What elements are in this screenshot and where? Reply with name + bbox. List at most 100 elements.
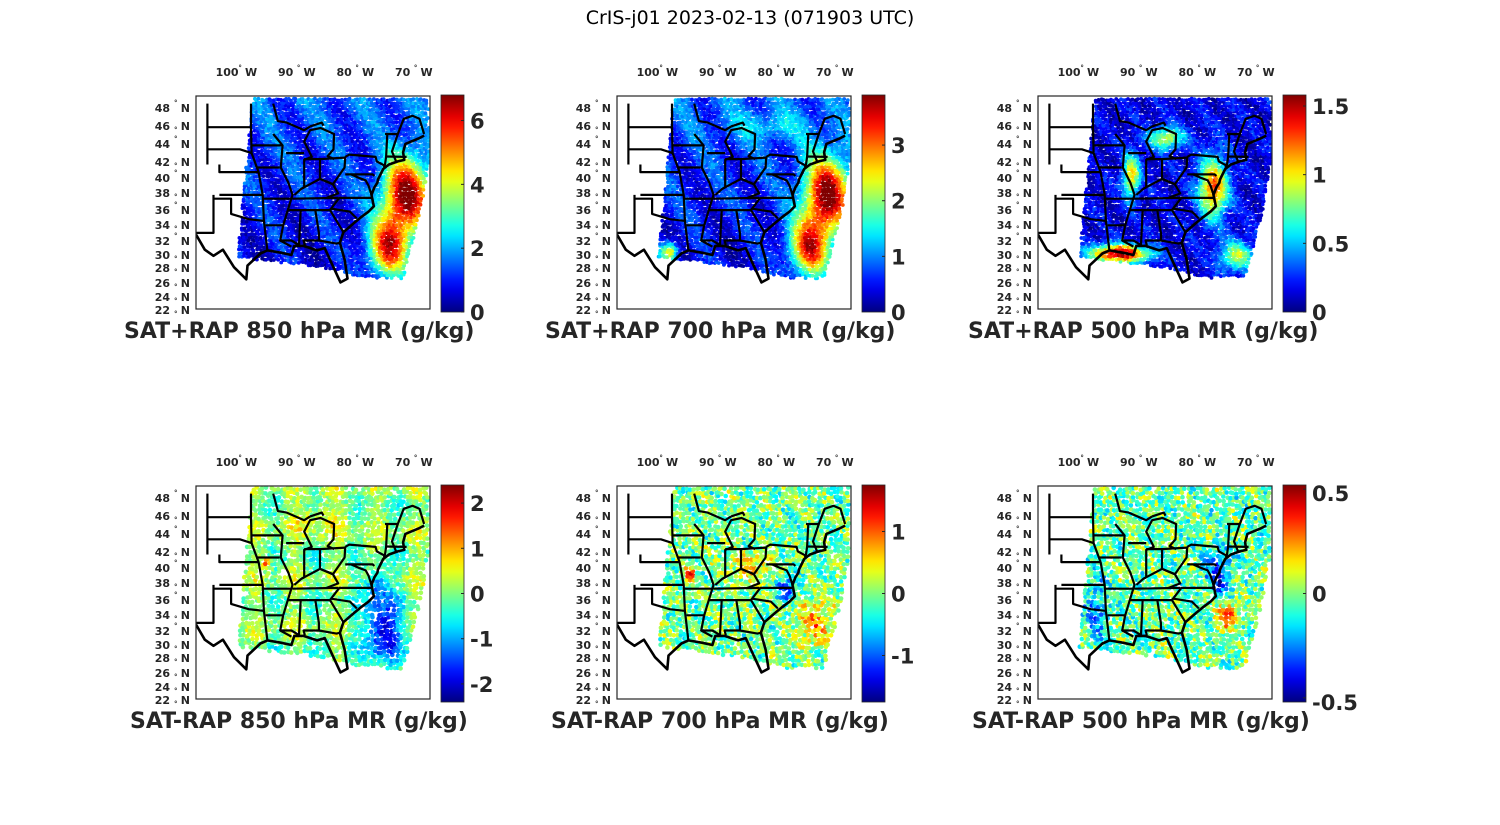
data-point	[823, 251, 828, 256]
data-point	[761, 263, 765, 268]
data-point	[362, 122, 367, 127]
data-point	[714, 232, 719, 237]
data-point	[269, 200, 273, 204]
data-point	[382, 231, 387, 236]
state-border	[303, 126, 336, 161]
data-point	[770, 258, 775, 262]
data-point	[242, 226, 247, 231]
data-point	[293, 178, 298, 182]
data-point	[741, 235, 746, 240]
data-point	[780, 241, 785, 246]
data-point	[333, 222, 338, 227]
data-point	[419, 196, 424, 201]
data-point	[369, 139, 374, 144]
data-point	[309, 107, 313, 112]
data-point	[266, 149, 271, 154]
data-point	[815, 264, 820, 269]
data-point	[808, 260, 813, 265]
data-point	[286, 248, 290, 253]
data-point	[413, 222, 418, 227]
data-point	[295, 158, 300, 163]
data-point	[786, 264, 790, 268]
data-point	[328, 116, 332, 120]
data-point	[823, 263, 828, 268]
data-point	[418, 97, 423, 101]
data-point	[822, 271, 827, 275]
data-point	[341, 216, 345, 220]
coastline	[196, 134, 425, 284]
data-point	[305, 194, 310, 199]
data-point	[362, 232, 367, 237]
data-point	[367, 238, 371, 243]
data-point	[369, 229, 374, 234]
data-point	[264, 113, 268, 118]
data-point	[382, 117, 386, 122]
data-point	[259, 148, 264, 153]
data-point	[345, 203, 349, 208]
data-point	[426, 159, 430, 163]
data-point	[242, 235, 246, 240]
data-point	[424, 98, 429, 103]
data-point	[362, 97, 366, 101]
data-point	[259, 124, 263, 128]
data-point	[350, 193, 354, 198]
data-point	[261, 110, 266, 115]
data-point	[389, 219, 393, 224]
data-point	[338, 136, 342, 141]
data-point	[281, 248, 285, 252]
data-point	[246, 159, 251, 164]
data-point	[350, 203, 355, 208]
data-point	[365, 158, 369, 163]
data-point	[355, 135, 360, 140]
data-point	[402, 123, 406, 128]
data-point	[830, 237, 835, 242]
data-point	[276, 152, 281, 157]
data-point	[281, 203, 286, 208]
data-point	[426, 142, 430, 147]
data-point	[251, 119, 256, 124]
data-point	[375, 133, 379, 138]
data-point	[256, 106, 261, 111]
data-point	[835, 226, 839, 231]
data-point	[303, 187, 308, 192]
data-point	[300, 97, 305, 101]
data-point	[394, 120, 399, 125]
data-point	[364, 228, 369, 233]
data-point	[279, 211, 283, 216]
data-point	[667, 236, 672, 240]
data-point	[332, 254, 337, 258]
data-point	[815, 268, 820, 272]
data-point	[328, 177, 332, 182]
data-point	[320, 243, 325, 248]
data-point	[296, 164, 300, 169]
data-point	[805, 232, 810, 237]
data-point	[379, 122, 384, 127]
data-point	[406, 171, 411, 176]
data-point	[401, 111, 406, 115]
data-point	[313, 231, 318, 236]
lat-hemisphere: N	[181, 204, 190, 217]
data-point	[242, 210, 247, 215]
data-point	[296, 171, 300, 176]
state-border	[280, 239, 300, 247]
data-point	[423, 180, 428, 184]
data-point	[349, 117, 354, 122]
data-point	[391, 267, 396, 272]
data-point	[670, 235, 675, 240]
data-point	[369, 234, 374, 239]
data-point	[330, 190, 335, 195]
data-point	[257, 103, 261, 108]
data-point	[293, 114, 298, 119]
data-point	[349, 266, 354, 271]
data-point	[357, 143, 362, 148]
data-point	[359, 261, 364, 266]
data-point	[274, 219, 279, 224]
data-point	[357, 232, 362, 237]
data-point	[716, 261, 721, 265]
data-point	[372, 139, 377, 144]
data-point	[256, 162, 261, 167]
data-point	[396, 228, 401, 233]
state-border	[196, 194, 215, 234]
data-point	[790, 251, 795, 256]
data-point	[746, 225, 750, 230]
